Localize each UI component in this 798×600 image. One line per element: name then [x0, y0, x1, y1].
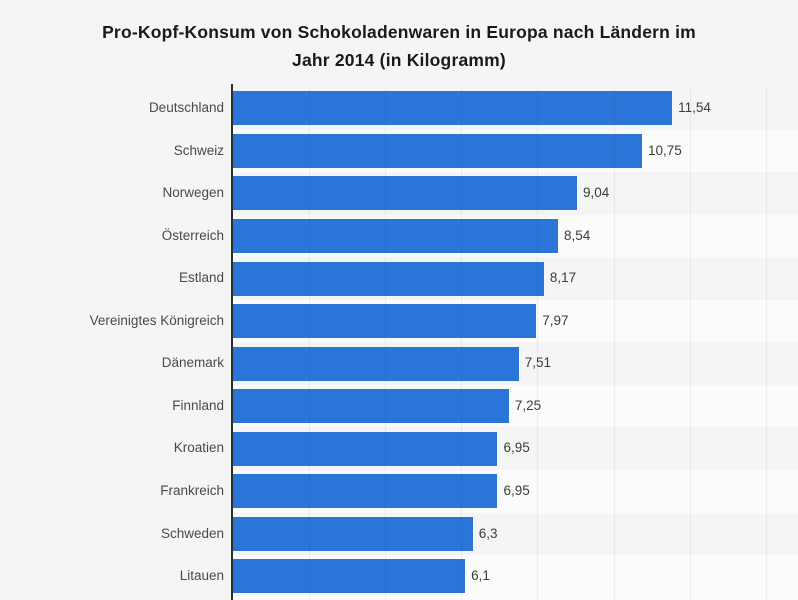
bar-schweden [233, 516, 473, 551]
value-label-frankreich: 6,95 [503, 483, 530, 499]
bar-danemark [233, 346, 519, 381]
bar-vereinigtes-konigreich [233, 304, 537, 339]
category-label-litauen: Litauen [179, 568, 224, 584]
category-label-estland: Estland [178, 270, 224, 286]
value-label-finnland: 7,25 [514, 397, 542, 413]
bar-kroatien [233, 431, 498, 466]
value-label-norwegen: 9,04 [582, 185, 610, 201]
gridline-8 [537, 87, 539, 600]
value-label-danemark: 7,51 [524, 355, 552, 371]
bar-frankreich [233, 474, 498, 509]
chart-title-line-2: Jahr 2014 (in Kilogramm) [292, 50, 506, 70]
chart-title-line-1: Pro-Kopf-Konsum von Schokoladenwaren in … [102, 22, 696, 42]
bar-osterreich [233, 218, 558, 253]
value-label-litauen: 6,1 [471, 568, 490, 584]
gridline-2 [309, 87, 311, 600]
category-label-kroatien: Kroatien [173, 440, 224, 456]
value-label-osterreich: 8,54 [563, 227, 591, 243]
bar-deutschland [233, 91, 673, 126]
category-label-schweiz: Schweiz [173, 142, 224, 158]
value-label-kroatien: 6,95 [503, 440, 530, 456]
category-label-vereinigtes-konigreich: Vereinigtes Königreich [89, 312, 224, 328]
category-label-norwegen: Norwegen [162, 185, 224, 201]
value-label-schweden: 6,3 [478, 525, 498, 541]
bar-litauen [233, 559, 466, 594]
bar-estland [233, 261, 544, 296]
gridline-14 [765, 87, 767, 600]
gridline-6 [461, 87, 463, 600]
y-axis-line [231, 84, 233, 600]
bar-norwegen [233, 176, 577, 211]
bar-schweiz [233, 133, 643, 168]
category-label-deutschland: Deutschland [148, 100, 224, 115]
category-label-osterreich: Österreich [161, 227, 224, 243]
value-label-vereinigtes-konigreich: 7,97 [542, 312, 569, 328]
category-label-frankreich: Frankreich [160, 483, 224, 499]
value-label-estland: 8,17 [549, 270, 577, 286]
gridline-12 [689, 87, 691, 600]
category-label-schweden: Schweden [160, 525, 224, 541]
gridline-10 [613, 87, 615, 600]
bar-finnland [233, 389, 509, 424]
value-label-deutschland: 11,54 [678, 100, 711, 115]
value-label-schweiz: 10,75 [648, 142, 682, 158]
category-label-danemark: Dänemark [161, 355, 224, 371]
category-label-finnland: Finnland [172, 397, 224, 413]
gridline-4 [385, 87, 387, 600]
